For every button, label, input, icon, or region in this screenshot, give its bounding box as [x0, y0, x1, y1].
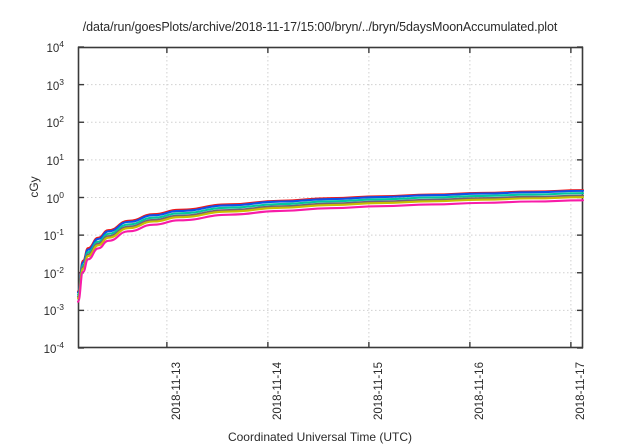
data-curve-channel-5: [76, 196, 585, 300]
y-tick-label: 101: [46, 151, 64, 168]
plot-title: /data/run/goesPlots/archive/2018-11-17/1…: [82, 20, 558, 34]
data-curve-channel-2: [76, 189, 585, 294]
y-tick-label: 102: [46, 114, 64, 131]
y-tick-label: 104: [46, 39, 64, 55]
y-tick-label: 103: [46, 76, 64, 93]
y-tick-label: 10-3: [43, 302, 64, 319]
y-tick-label: 100: [46, 189, 64, 206]
data-curve-channel-4: [76, 194, 585, 298]
y-tick-label: 10-4: [43, 340, 64, 356]
y-tick-label: 10-2: [43, 264, 64, 281]
data-curves: [76, 189, 585, 303]
y-tick-label: 10-1: [43, 227, 64, 243]
x-axis-label: Coordinated Universal Time (UTC): [227, 430, 413, 444]
data-curve-channel-6: [76, 199, 585, 303]
